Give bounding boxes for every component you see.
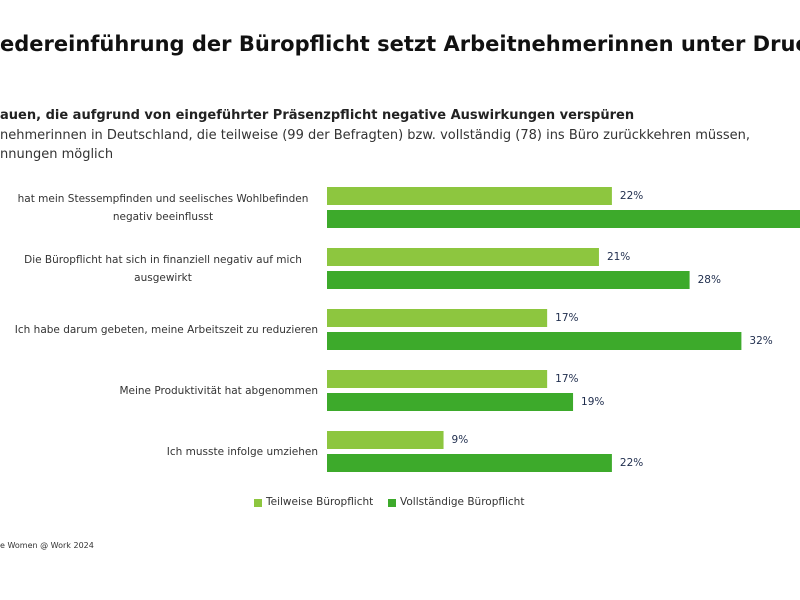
chart-title: edereinführung der Büropflicht setzt Arb… [0,32,800,56]
bar [327,393,574,411]
category-label: Meine Produktivität hat abgenommen [119,384,318,397]
bar [327,454,612,472]
value-label: 17% [555,373,578,385]
bar [327,248,599,266]
note: nnungen möglich [0,147,114,162]
bar [327,332,742,350]
legend-label: Vollständige Büropflicht [400,496,525,508]
bar [327,370,548,388]
category-label: Ich musste infolge umziehen [166,445,318,458]
value-label: 21% [607,251,630,263]
bar [327,431,444,449]
value-label: 17% [555,312,578,324]
bar [327,309,548,327]
bar [327,271,690,289]
source: e Women @ Work 2024 [0,541,94,550]
value-label: 28% [698,274,721,286]
chart-subtitle: auen, die aufgrund von eingeführter Präs… [0,108,635,123]
legend-swatch [254,499,262,507]
value-label: 19% [581,396,604,408]
value-label: 22% [620,457,643,469]
category-label: Die Büropflicht hat sich in finanziell n… [24,253,302,284]
value-label: 22% [620,190,643,202]
category-label: hat mein Stessempfinden und seelisches W… [17,192,309,223]
value-label: 9% [452,434,469,446]
category-label: Ich habe darum gebeten, meine Arbeitszei… [14,323,318,336]
bar [327,210,800,228]
bar [327,187,612,205]
value-label: 32% [749,335,772,347]
legend-swatch [388,499,396,507]
legend-label: Teilweise Büropflicht [266,496,374,508]
note: nehmerinnen in Deutschland, die teilweis… [0,128,751,143]
